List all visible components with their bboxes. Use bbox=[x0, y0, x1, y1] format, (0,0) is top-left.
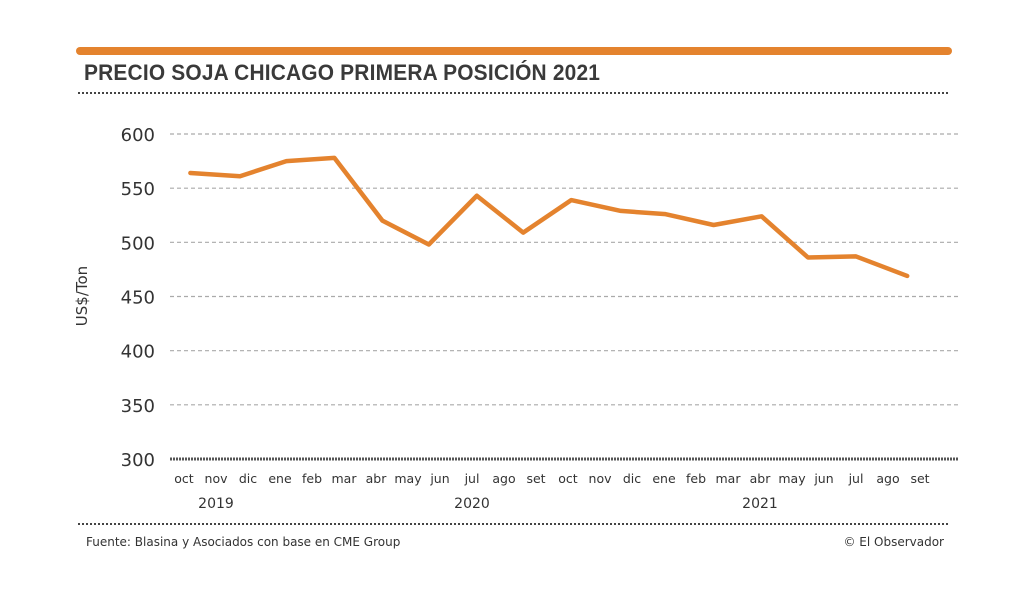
x-tick-label: feb bbox=[686, 471, 706, 486]
x-tick-label: jun bbox=[429, 471, 449, 486]
x-tick-label: set bbox=[910, 471, 929, 486]
x-tick-label: mar bbox=[332, 471, 358, 486]
x-tick-label: ago bbox=[492, 471, 515, 486]
x-tick-label: may bbox=[778, 471, 806, 486]
x-tick-label: may bbox=[394, 471, 422, 486]
y-tick-label: 450 bbox=[121, 288, 155, 309]
footer-divider bbox=[78, 523, 948, 525]
y-tick-label: 350 bbox=[121, 396, 155, 417]
title-divider bbox=[78, 92, 948, 94]
x-tick-label: oct bbox=[558, 471, 578, 486]
x-tick-label: ene bbox=[268, 471, 292, 486]
x-tick-label: ene bbox=[652, 471, 676, 486]
x-tick-label: abr bbox=[366, 471, 388, 486]
x-tick-label: dic bbox=[239, 471, 257, 486]
chart-title: PRECIO SOJA CHICAGO PRIMERA POSICIÓN 202… bbox=[84, 60, 601, 85]
x-tick-label: ago bbox=[876, 471, 899, 486]
year-label: 2020 bbox=[454, 496, 490, 512]
y-tick-label: 500 bbox=[121, 233, 155, 254]
x-tick-label: mar bbox=[716, 471, 742, 486]
year-label: 2019 bbox=[198, 496, 234, 512]
year-label: 2021 bbox=[742, 496, 778, 512]
y-tick-label: 400 bbox=[121, 342, 155, 363]
x-tick-label: nov bbox=[589, 471, 613, 486]
x-tick-label: nov bbox=[205, 471, 229, 486]
x-tick-label: abr bbox=[750, 471, 772, 486]
accent-bar bbox=[76, 47, 952, 55]
credit-note: © El Observador bbox=[843, 535, 944, 549]
y-tick-label: 550 bbox=[121, 179, 155, 200]
y-tick-label: 600 bbox=[121, 125, 155, 146]
source-note: Fuente: Blasina y Asociados con base en … bbox=[86, 535, 401, 549]
x-tick-label: feb bbox=[302, 471, 322, 486]
x-tick-label: dic bbox=[623, 471, 641, 486]
series-line bbox=[188, 155, 910, 279]
x-tick-label: oct bbox=[174, 471, 194, 486]
x-tick-label: jul bbox=[848, 471, 864, 486]
x-tick-label: jul bbox=[464, 471, 480, 486]
x-tick-label: jun bbox=[813, 471, 833, 486]
x-tick-label: set bbox=[526, 471, 545, 486]
y-tick-label: 300 bbox=[121, 450, 155, 471]
